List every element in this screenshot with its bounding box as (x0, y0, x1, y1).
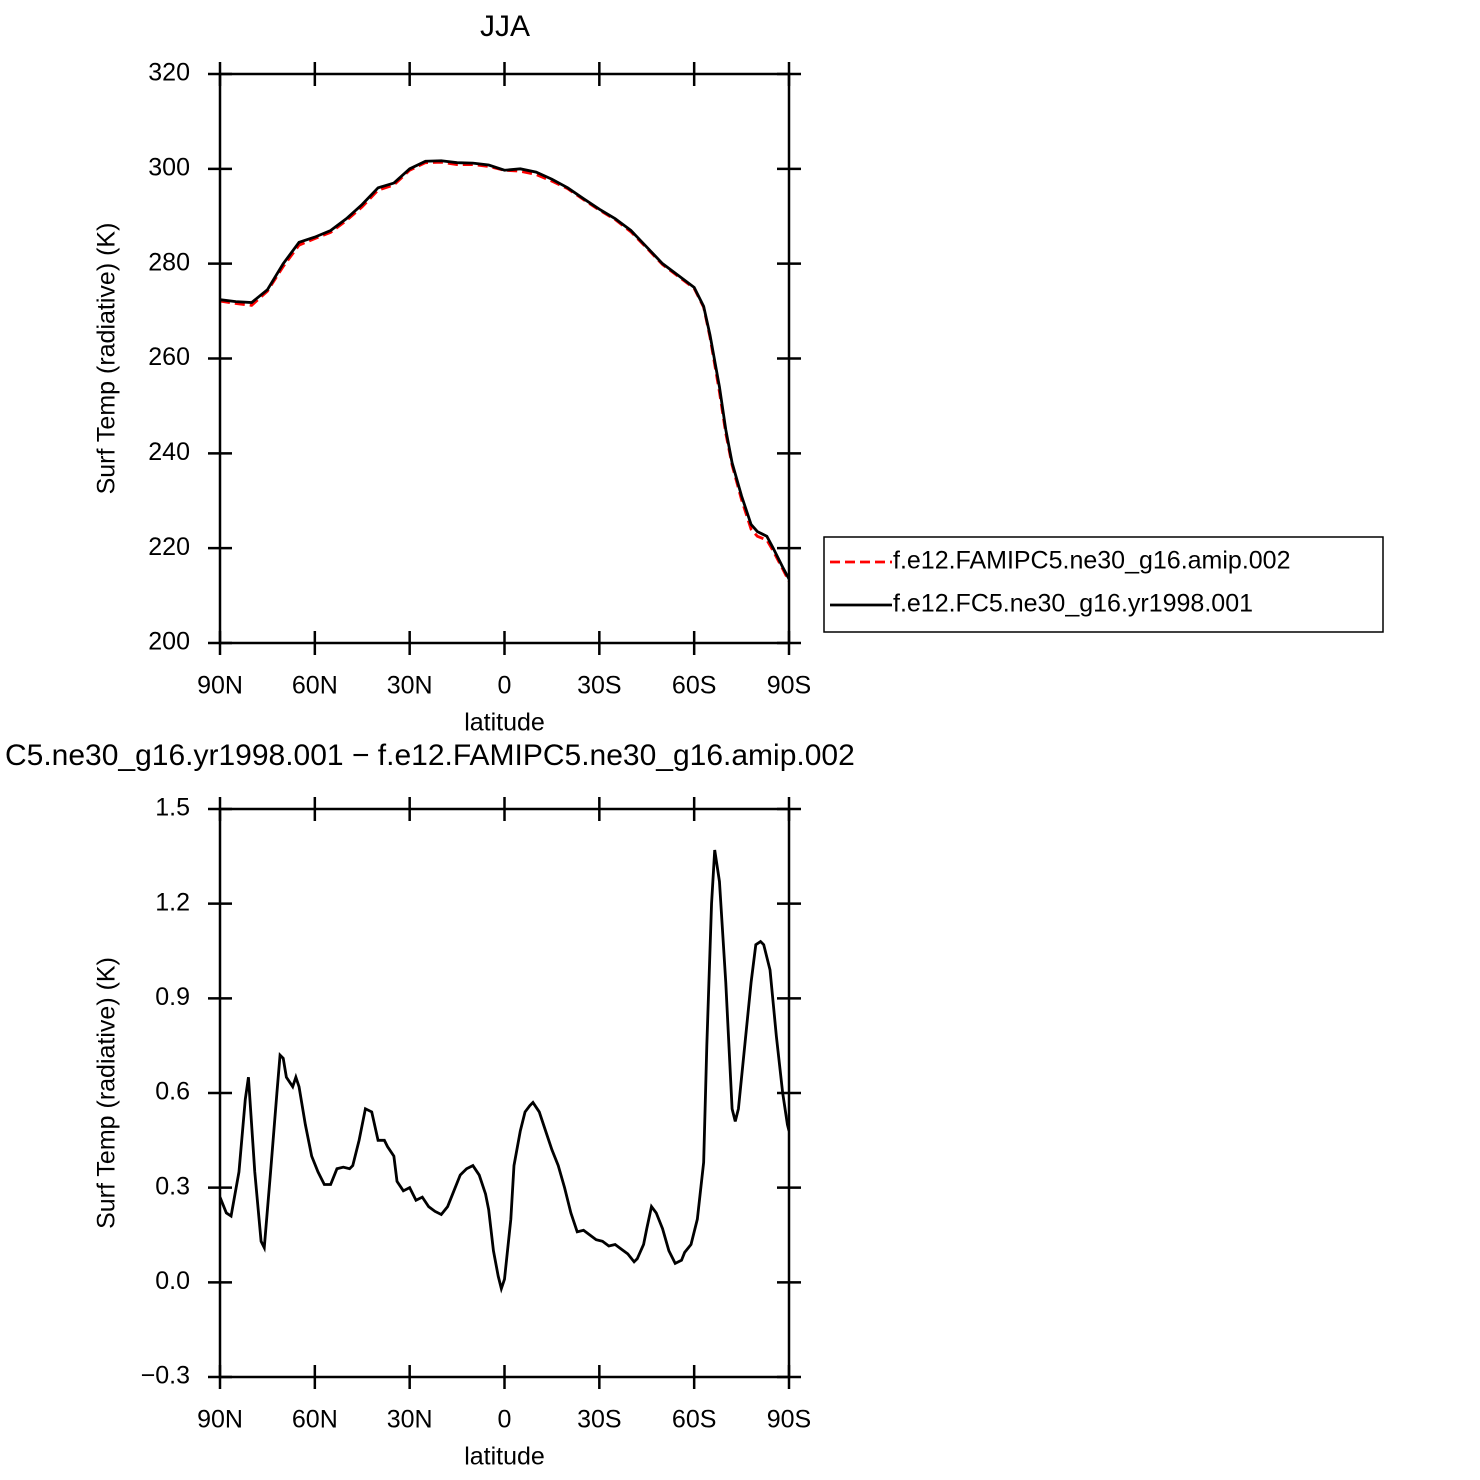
y-tick-label: 320 (148, 59, 190, 87)
y-tick-label: 1.2 (155, 888, 190, 916)
plot-frame (218, 72, 791, 645)
x-tick-label: 30S (577, 1406, 621, 1434)
x-tick-label: 60N (292, 672, 338, 700)
x-tick-label: 90S (767, 1406, 811, 1434)
y-axis-label: Surf Temp (radiative) (K) (93, 223, 121, 495)
chart-title: C5.ne30_g16.yr1998.001 − f.e12.FAMIPC5.n… (5, 739, 855, 772)
data-line (220, 159, 789, 580)
y-tick-label: 0.0 (155, 1267, 190, 1295)
x-axis-label: latitude (464, 709, 545, 737)
x-tick-label: 90N (197, 672, 243, 700)
x-axis-label: latitude (464, 1443, 545, 1471)
y-tick-label: −0.3 (141, 1362, 190, 1390)
x-tick-label: 0 (498, 672, 512, 700)
y-tick-label: 0.3 (155, 1172, 190, 1200)
x-tick-label: 30N (387, 1406, 433, 1434)
y-tick-label: 220 (148, 533, 190, 561)
legend-label: f.e12.FC5.ne30_g16.yr1998.001 (893, 590, 1253, 618)
x-tick-label: 30N (387, 672, 433, 700)
y-tick-label: 1.5 (155, 794, 190, 822)
y-tick-label: 0.9 (155, 983, 190, 1011)
data-line (220, 160, 789, 582)
y-axis-label: Surf Temp (radiative) (K) (93, 957, 121, 1229)
data-line (220, 849, 789, 1294)
x-tick-label: 90N (197, 1406, 243, 1434)
y-tick-label: 200 (148, 628, 190, 656)
y-tick-label: 0.6 (155, 1078, 190, 1106)
y-tick-label: 300 (148, 153, 190, 181)
y-tick-label: 260 (148, 343, 190, 371)
x-tick-label: 60S (672, 1406, 716, 1434)
x-tick-label: 60N (292, 1406, 338, 1434)
y-tick-label: 280 (148, 248, 190, 276)
plot-frame (218, 807, 791, 1379)
x-tick-label: 60S (672, 672, 716, 700)
x-tick-label: 30S (577, 672, 621, 700)
legend-box (823, 536, 1384, 633)
x-tick-label: 90S (767, 672, 811, 700)
chart-title: JJA (480, 10, 530, 43)
x-tick-label: 0 (498, 1406, 512, 1434)
y-tick-label: 240 (148, 438, 190, 466)
legend-label: f.e12.FAMIPC5.ne30_g16.amip.002 (893, 547, 1291, 575)
